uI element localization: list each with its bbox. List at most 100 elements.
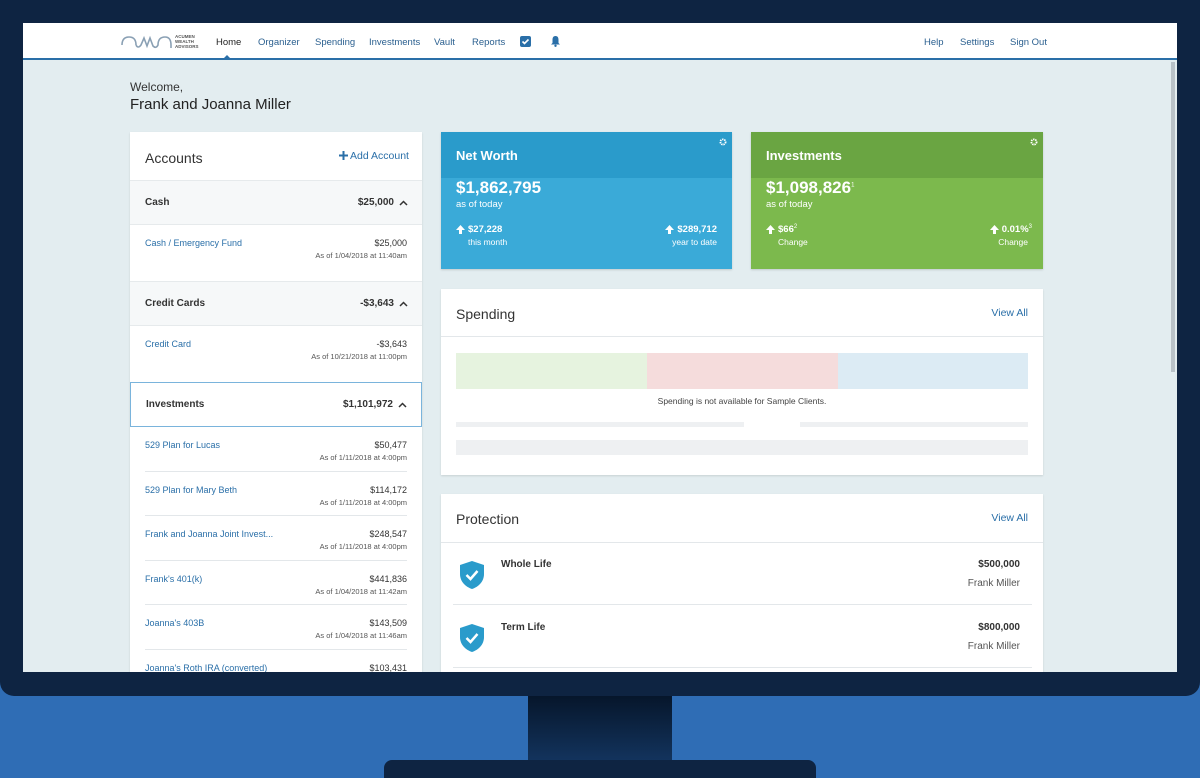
account-item[interactable]: Frank and Joanna Joint Invest... $248,547… <box>145 516 407 561</box>
stat-label: Change <box>998 237 1028 247</box>
account-name: 529 Plan for Lucas <box>145 440 221 450</box>
up-arrow <box>665 225 675 234</box>
placeholder-line <box>800 422 1028 427</box>
group-name: Credit Cards <box>145 298 206 309</box>
placeholder-bar <box>647 353 838 389</box>
policy-name: Term Life <box>501 622 546 633</box>
panel-title: Accounts <box>145 150 203 166</box>
nav-link[interactable]: Sign Out <box>1010 37 1047 48</box>
nav-link[interactable]: Settings <box>960 37 995 48</box>
spending-panel: Spending View All Spending is not availa… <box>441 289 1043 475</box>
nav-link[interactable]: Spending <box>315 37 356 48</box>
as-of: As of 1/04/2018 at 11:40am <box>315 251 407 260</box>
card-title: Net Worth <box>456 148 518 163</box>
account-item[interactable]: Joanna's 403B $143,509 As of 1/04/2018 at … <box>145 605 407 650</box>
settings-icon[interactable] <box>1030 138 1038 146</box>
add-account[interactable]: Add Account <box>350 150 409 162</box>
as-of: As of 10/21/2018 at 11:00pm <box>311 352 407 361</box>
policy-row[interactable]: Term Life $800,000 Frank Miller <box>453 606 1032 668</box>
account-name: 529 Plan for Mary Beth <box>145 484 238 495</box>
account-amount: $248,547 <box>369 529 407 539</box>
collapse-icon[interactable] <box>399 200 408 206</box>
group-total: $25,000 <box>357 197 394 208</box>
unavailable-message: Spending is not available for Sample Cli… <box>657 396 827 406</box>
as-of: As of 1/11/2018 at 4:00pm <box>319 542 407 551</box>
account-item[interactable]: 529 Plan for Mary Beth $114,172 As of 1/11… <box>145 472 407 516</box>
stat-label: year to date <box>672 237 717 247</box>
nav-link[interactable]: Reports <box>472 37 506 48</box>
card-title: Investments <box>766 148 842 163</box>
account-name: Joanna's 403B <box>145 618 205 628</box>
nav-link[interactable]: Organizer <box>258 37 300 48</box>
protection-panel: Protection View All Whole Life $500,000 Fr… <box>441 494 1043 672</box>
account-name: Cash / Emergency Fund <box>145 238 243 248</box>
account-amount: $25,000 <box>374 238 407 248</box>
client-name: Frank and Joanna Miller <box>130 96 291 113</box>
account-item[interactable]: Cash / Emergency Fund $25,000 As of 1/04/2… <box>145 225 407 281</box>
account-group[interactable]: Credit Cards -$3,643 <box>130 281 422 326</box>
card-header <box>751 132 1043 178</box>
value: $1,098,826 <box>766 178 852 197</box>
monitor-base <box>384 760 816 778</box>
policy-amount: $800,000 <box>978 622 1020 633</box>
shield-icon <box>460 561 484 589</box>
insured: Frank Miller <box>967 641 1020 652</box>
logo-line: ACUMEN <box>175 34 195 39</box>
panel-title: Spending <box>456 306 516 322</box>
stat-label: Change <box>778 237 808 247</box>
group-total: $1,101,972 <box>342 399 393 410</box>
tasks-icon[interactable] <box>520 36 531 47</box>
card-subtitle: as of today <box>456 199 503 210</box>
stat: 0.01%3 Change <box>989 224 1032 247</box>
nav-link[interactable]: Vault <box>434 37 455 48</box>
policy-amount: $500,000 <box>978 559 1020 570</box>
view-all[interactable]: View All <box>991 307 1028 319</box>
account-name: Frank and Joanna Joint Invest... <box>145 529 274 539</box>
footnote: 2 <box>793 224 798 230</box>
account-amount: $143,509 <box>369 618 407 628</box>
as-of: As of 1/11/2018 at 4:00pm <box>319 453 407 462</box>
up-arrow <box>989 225 999 234</box>
account-item[interactable]: 529 Plan for Lucas $50,477 As of 1/11/2018… <box>145 427 407 472</box>
account-item[interactable]: Credit Card -$3,643 As of 10/21/2018 at 11… <box>145 326 407 382</box>
account-item[interactable]: Joanna's Roth IRA (converted)$103,431As … <box>145 650 407 673</box>
group-name: Cash <box>145 197 170 208</box>
placeholder-bar <box>456 353 647 389</box>
collapse-icon[interactable] <box>398 402 407 408</box>
account-group[interactable]: Cash $25,000 <box>130 180 422 225</box>
account-name: Frank's 401(k) <box>145 573 203 584</box>
account-amount: $441,836 <box>369 573 407 584</box>
collapse-icon[interactable] <box>399 301 408 307</box>
account-group[interactable]: Investments $1,101,972 <box>130 382 422 427</box>
policy-row[interactable]: Whole Life $500,000 Frank Miller <box>453 543 1032 605</box>
nav-link[interactable]: Help <box>924 37 944 48</box>
footnote: 1 <box>851 182 855 189</box>
monitor-stand <box>528 696 672 762</box>
stat: $289,712 year to date <box>665 224 717 247</box>
net-worth-card[interactable]: Net Worth $1,862,795 as of today $27,228… <box>441 132 732 269</box>
account-name: Joanna's Roth IRA (converted) <box>145 662 268 673</box>
card-subtitle: as of today <box>766 199 813 210</box>
logo-line: WEALTH <box>175 39 194 44</box>
stat-label: this month <box>468 237 508 247</box>
stat-value: $27,228 <box>468 224 503 235</box>
group-total: -$3,643 <box>360 298 394 309</box>
as-of: As of 1/11/2018 at 4:00pm <box>319 497 407 507</box>
stat-value: $66 <box>778 224 794 236</box>
scrollbar <box>1171 62 1175 372</box>
screen: ACUMEN WEALTH ADVISORS Home Organizer Spen… <box>23 23 1177 672</box>
add-icon <box>339 151 348 160</box>
nav-link[interactable]: Investments <box>369 37 421 48</box>
investments-card[interactable]: Investments $1,098,8261 as of today $662… <box>751 132 1043 269</box>
view-all[interactable]: View All <box>991 512 1028 524</box>
as-of: As of 1/04/2018 at 11:46am <box>315 631 407 640</box>
stat: $662 Change <box>766 224 808 247</box>
stat-value: $289,712 <box>677 224 717 235</box>
settings-icon[interactable] <box>719 138 727 146</box>
nav-link[interactable]: Home <box>216 37 242 48</box>
card-header <box>441 132 732 178</box>
panel-title: Protection <box>456 511 520 527</box>
insured: Frank Miller <box>967 578 1020 589</box>
notifications-icon[interactable] <box>550 35 561 47</box>
account-item[interactable]: Frank's 401(k) $441,836 As of 1/04/2018 at… <box>145 561 407 605</box>
